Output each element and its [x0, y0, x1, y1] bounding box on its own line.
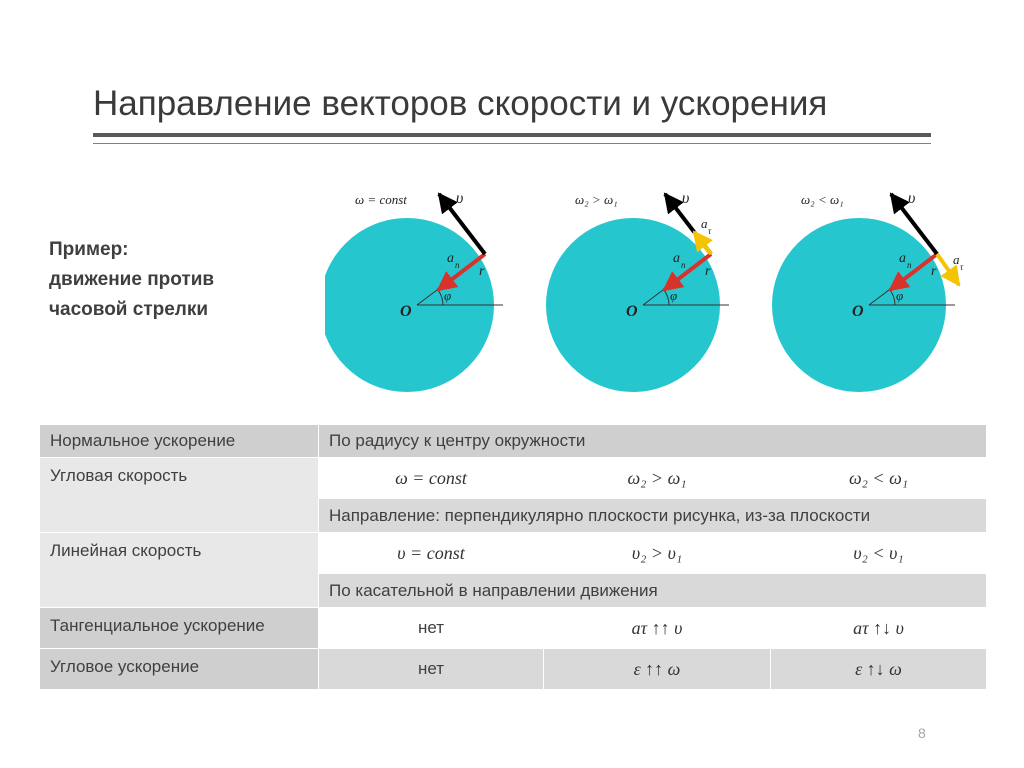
velocity-label: υ: [682, 190, 689, 207]
condition-label: ω₂ < ω₁: [801, 192, 844, 207]
example-line-2: движение против: [49, 269, 215, 290]
example-line-1: Пример:: [49, 239, 129, 260]
normal-acc-value: По радиусу к центру окружности: [319, 425, 986, 457]
origin-label: O: [852, 303, 864, 320]
angular-vel-decreasing: ω₂ < ω₁: [771, 458, 986, 498]
angular-acc-label: Угловое ускорение: [40, 649, 318, 689]
normal-accel-arrow: [662, 252, 713, 292]
slide-title: Направление векторов скорости и ускорени…: [93, 84, 828, 123]
tangential-acc-along: aτ ↑↑ υ: [544, 608, 770, 648]
figure-increasing-omega: φ O υ a τ a n r ω₂ > ω₁: [546, 190, 729, 392]
origin-label: O: [626, 303, 638, 320]
tangential-accel-arrow: [935, 252, 961, 287]
linear-vel-label: Линейная скорость: [40, 533, 318, 607]
radius-label: r: [479, 264, 485, 279]
rotating-disk: [325, 218, 494, 392]
angular-vel-increasing: ω₂ > ω₁: [544, 458, 770, 498]
angle-label: φ: [444, 288, 451, 303]
example-caption: Пример: движение против часовой стрелки: [49, 235, 214, 325]
linear-vel-decreasing: υ₂ < υ₁: [771, 533, 986, 573]
radius-label: r: [705, 264, 711, 279]
tangential-accel-label: a: [953, 252, 960, 267]
figure-decreasing-omega: φ O υ a τ a n r ω₂ < ω₁: [772, 190, 964, 392]
angle-label: φ: [896, 288, 903, 303]
normal-accel-arrow: [436, 252, 487, 292]
figure-constant-omega: φ O υ a n r ω = const: [325, 190, 503, 392]
condition-label: ω₂ > ω₁: [575, 192, 618, 207]
title-rule-thick: [93, 133, 931, 137]
linear-vel-increasing: υ₂ > υ₁: [544, 533, 770, 573]
comparison-table: Нормальное ускорение По радиусу к центру…: [40, 425, 986, 689]
velocity-label: υ: [908, 190, 915, 207]
tangential-acc-none: нет: [319, 608, 543, 648]
angular-vel-const: ω = const: [319, 458, 543, 498]
rotating-disk: [772, 218, 946, 392]
velocity-label: υ: [456, 190, 463, 207]
linear-vel-direction: По касательной в направлении движения: [319, 574, 986, 607]
condition-label: ω = const: [355, 192, 407, 207]
angular-vel-direction: Направление: перпендикулярно плоскости р…: [319, 499, 986, 532]
normal-accel-label: a: [447, 251, 454, 266]
velocity-arrow: [437, 192, 487, 256]
angular-acc-none: нет: [319, 649, 543, 689]
normal-accel-subscript: n: [455, 260, 460, 270]
tangential-acc-label: Тангенциальное ускорение: [40, 608, 318, 648]
normal-accel-label: a: [673, 251, 680, 266]
angle-label: φ: [670, 288, 677, 303]
normal-accel-subscript: n: [681, 260, 686, 270]
normal-accel-arrow: [888, 252, 939, 292]
tangential-accel-subscript: τ: [960, 262, 964, 272]
rotating-disk: [546, 218, 720, 392]
linear-vel-const: υ = const: [319, 533, 543, 573]
circular-motion-figures: φ O υ a n r ω = const φ O υ a τ a n r: [325, 190, 964, 392]
tangential-accel-subscript: τ: [708, 226, 712, 236]
origin-label: O: [400, 303, 412, 320]
tangential-accel-label: a: [701, 216, 708, 231]
title-rule-thin: [93, 143, 931, 144]
example-line-3: часовой стрелки: [49, 299, 209, 320]
velocity-arrow: [889, 192, 939, 256]
angular-acc-along: ε ↑↑ ω: [544, 649, 770, 689]
tangential-acc-opposite: aτ ↑↓ υ: [771, 608, 986, 648]
tangential-accel-arrow: [692, 230, 713, 256]
angular-acc-opposite: ε ↑↓ ω: [771, 649, 986, 689]
angular-vel-label: Угловая скорость: [40, 458, 318, 532]
normal-acc-label: Нормальное ускорение: [40, 425, 318, 457]
page-number: 8: [918, 725, 926, 741]
radius-label: r: [931, 264, 937, 279]
normal-accel-subscript: n: [907, 260, 912, 270]
normal-accel-label: a: [899, 251, 906, 266]
